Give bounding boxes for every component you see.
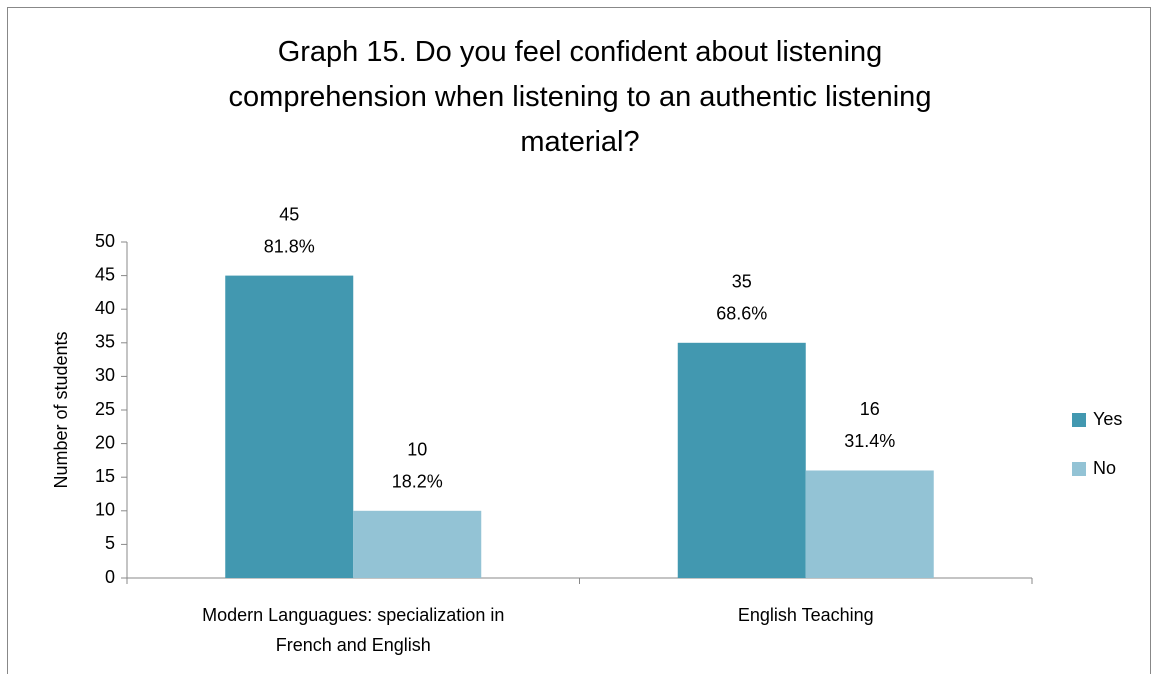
y-tick-label: 50 xyxy=(95,231,115,251)
data-label: 81.8% xyxy=(264,236,315,256)
bar xyxy=(677,342,806,578)
y-tick-label: 30 xyxy=(95,365,115,385)
x-tick-label: Modern Languagues: specialization in Fre… xyxy=(202,605,505,655)
y-tick-label: 25 xyxy=(95,399,115,419)
y-tick-label: 0 xyxy=(105,567,115,587)
bar xyxy=(353,510,482,578)
y-tick-label: 10 xyxy=(95,500,115,520)
bar xyxy=(225,275,354,578)
legend-swatch xyxy=(1072,413,1086,427)
legend-label: Yes xyxy=(1093,409,1122,429)
data-label: 31.4% xyxy=(844,431,895,451)
chart-frame xyxy=(7,7,1151,674)
legend-swatch xyxy=(1072,462,1086,476)
data-label: 10 xyxy=(407,440,427,460)
y-tick-label: 35 xyxy=(95,332,115,352)
data-label: 18.2% xyxy=(392,472,443,492)
chart-title: Graph 15. Do you feel confident about li… xyxy=(228,36,932,158)
y-tick-label: 5 xyxy=(105,533,115,553)
y-axis-label: Number of students xyxy=(51,331,71,488)
y-tick-label: 20 xyxy=(95,432,115,452)
y-tick-label: 15 xyxy=(95,466,115,486)
data-label: 16 xyxy=(860,399,880,419)
bar xyxy=(805,470,934,578)
y-tick-label: 40 xyxy=(95,298,115,318)
data-label: 68.6% xyxy=(716,304,767,324)
data-label: 45 xyxy=(279,204,299,224)
x-tick-label: English Teaching xyxy=(737,605,874,625)
data-label: 35 xyxy=(732,272,752,292)
y-tick-label: 45 xyxy=(95,264,115,284)
legend-label: No xyxy=(1093,458,1116,478)
